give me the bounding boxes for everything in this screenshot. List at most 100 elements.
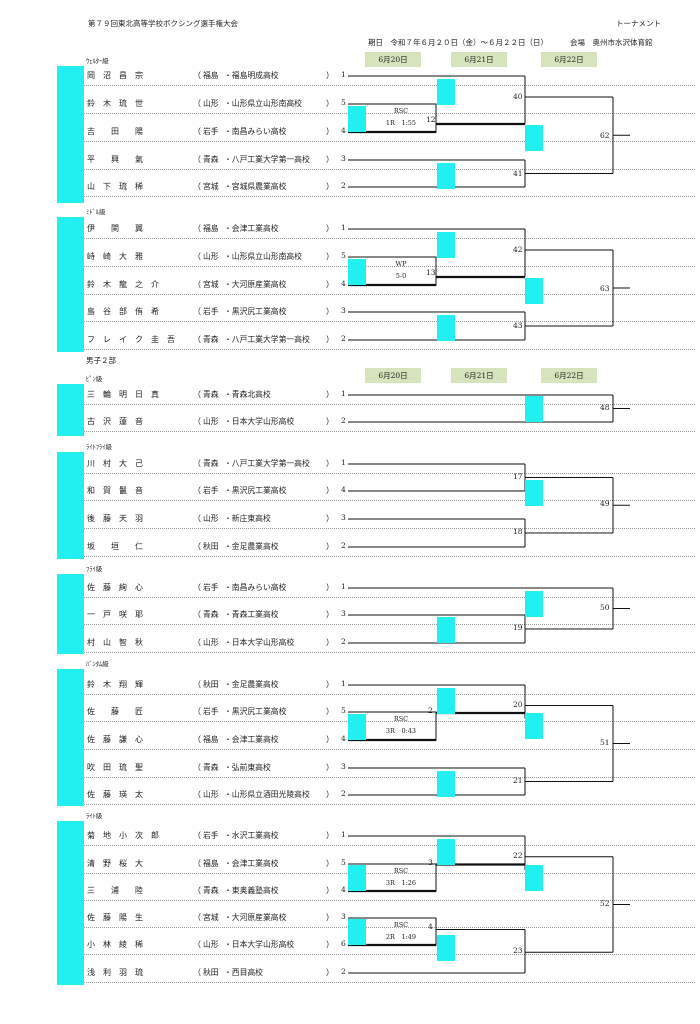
bout-number: 49 xyxy=(600,499,610,509)
paren-close: ） xyxy=(326,913,334,922)
entry-name: 佐 藤 瑛 太 xyxy=(87,790,143,799)
entry-seed: 1 xyxy=(341,458,346,467)
row-separator xyxy=(84,266,695,267)
entry-school: ・南昌みらい高校 xyxy=(224,583,287,592)
paren-open: （ xyxy=(193,886,201,895)
paren-close: ） xyxy=(326,252,334,261)
row-separator xyxy=(84,556,695,557)
entry-seed: 3 xyxy=(341,912,346,921)
result-method: RSC xyxy=(393,867,409,875)
entry-school: ・日本大学山形高校 xyxy=(224,417,295,426)
paren-open: （ xyxy=(193,859,201,868)
entry-seed: 5 xyxy=(341,98,346,107)
entry-seed: 3 xyxy=(341,154,346,163)
winner-marker xyxy=(437,617,455,643)
paren-close: ） xyxy=(326,280,334,289)
section-label: 男子２部 xyxy=(86,356,116,365)
entry-school: ・宮城県農業高校 xyxy=(224,182,287,191)
paren-close: ） xyxy=(326,968,334,977)
entry-prefecture: 青森 xyxy=(203,459,219,468)
row-separator xyxy=(84,528,695,529)
paren-open: （ xyxy=(193,968,201,977)
weight-class-label: ﾊﾞﾝﾀﾑ級 xyxy=(86,660,109,668)
paren-open: （ xyxy=(193,514,201,523)
result-time: 2R 1:49 xyxy=(385,933,417,941)
entry-name: 佐 藤 匠 xyxy=(87,707,143,716)
entry-prefecture: 岩手 xyxy=(203,307,219,316)
entry-seed: 6 xyxy=(341,939,346,948)
bout-number: 48 xyxy=(600,402,610,412)
bout-result: WP 5-0 xyxy=(366,258,436,282)
bout-number: 42 xyxy=(513,245,523,254)
entry-seed: 2 xyxy=(341,637,346,646)
row-separator xyxy=(84,473,695,474)
entry-name: フ レ イ ク 圭 吾 xyxy=(87,335,175,344)
paren-open: （ xyxy=(193,99,201,108)
entry-seed: 2 xyxy=(341,967,346,976)
entry-school: ・山形県立酒田光陵高校 xyxy=(224,790,310,799)
entry-prefecture: 秋田 xyxy=(203,680,219,689)
entry-school: ・南昌みらい高校 xyxy=(224,127,287,136)
entry-prefecture: 宮城 xyxy=(203,182,219,191)
paren-open: （ xyxy=(193,735,201,744)
row-separator xyxy=(84,597,695,598)
entry-prefecture: 福島 xyxy=(203,735,219,744)
entry-name: 山 下 琉 稀 xyxy=(87,182,143,191)
entry-prefecture: 福島 xyxy=(203,224,219,233)
winner-marker xyxy=(437,934,455,961)
entry-name: 後 藤 天 羽 xyxy=(87,514,143,523)
bout-number: 3 xyxy=(428,857,433,867)
entry-seed: 1 xyxy=(341,223,346,232)
paren-open: （ xyxy=(193,127,201,136)
bout-result: RSC 3R 1:26 xyxy=(366,865,436,889)
paren-close: ） xyxy=(326,224,334,233)
entry-school: ・日本大学山形高校 xyxy=(224,940,295,949)
entry-prefecture: 山形 xyxy=(203,514,219,523)
bout-number: 41 xyxy=(513,168,523,178)
entry-prefecture: 青森 xyxy=(203,886,219,895)
entry-prefecture: 山形 xyxy=(203,790,219,799)
entry-seed: 5 xyxy=(341,858,346,867)
entry-school: ・青森北高校 xyxy=(224,390,271,399)
row-separator xyxy=(84,431,695,432)
bout-number: 22 xyxy=(513,850,523,860)
paren-open: （ xyxy=(193,280,201,289)
weight-class-label: ﾗｲﾄ級 xyxy=(86,812,103,820)
entry-name: 伊 関 翼 xyxy=(87,224,143,233)
entry-prefecture: 福島 xyxy=(203,71,219,80)
entry-prefecture: 岩手 xyxy=(203,127,219,136)
date-header-day1: 6月20日 xyxy=(365,52,421,67)
row-separator xyxy=(84,196,695,197)
entry-school: ・金足農業高校 xyxy=(224,542,279,551)
entry-prefecture: 岩手 xyxy=(203,707,219,716)
bout-number: 17 xyxy=(513,471,523,481)
entry-school: ・黒沢尻工業高校 xyxy=(224,307,287,316)
bout-result: RSC 1R 1:55 xyxy=(366,105,436,129)
date-header-day3: 6月22日 xyxy=(541,52,597,67)
entry-seed: 1 xyxy=(341,389,346,398)
bout-number: 4 xyxy=(428,921,433,931)
bout-number: 43 xyxy=(513,321,523,330)
entry-name: 島 谷 部 侑 希 xyxy=(87,307,159,316)
entry-prefecture: 山形 xyxy=(203,638,219,647)
entry-name: 峙 崎 大 雅 xyxy=(87,252,143,261)
paren-close: ） xyxy=(326,127,334,136)
paren-close: ） xyxy=(326,886,334,895)
tournament-title: 第７９回東北高等学校ボクシング選手権大会 xyxy=(88,19,238,28)
paren-close: ） xyxy=(326,831,334,840)
paren-open: （ xyxy=(193,707,201,716)
result-method: RSC xyxy=(393,715,409,723)
entry-school: ・八戸工業大学第一高校 xyxy=(224,459,310,468)
entry-prefecture: 秋田 xyxy=(203,542,219,551)
result-method: WP xyxy=(395,260,407,268)
weight-class-label: ｳｪﾙﾀｰ級 xyxy=(86,57,109,65)
entry-prefecture: 青森 xyxy=(203,390,219,399)
row-separator xyxy=(84,694,695,695)
event-period: 期日 令和７年６月２０日（金）～６月２２日（日） xyxy=(368,38,548,47)
entry-prefecture: 山形 xyxy=(203,940,219,949)
entry-name: 吉 田 陽 xyxy=(87,127,143,136)
paren-open: （ xyxy=(193,763,201,772)
entry-school: ・西目高校 xyxy=(224,968,263,977)
entry-name: 佐 藤 謙 心 xyxy=(87,735,143,744)
